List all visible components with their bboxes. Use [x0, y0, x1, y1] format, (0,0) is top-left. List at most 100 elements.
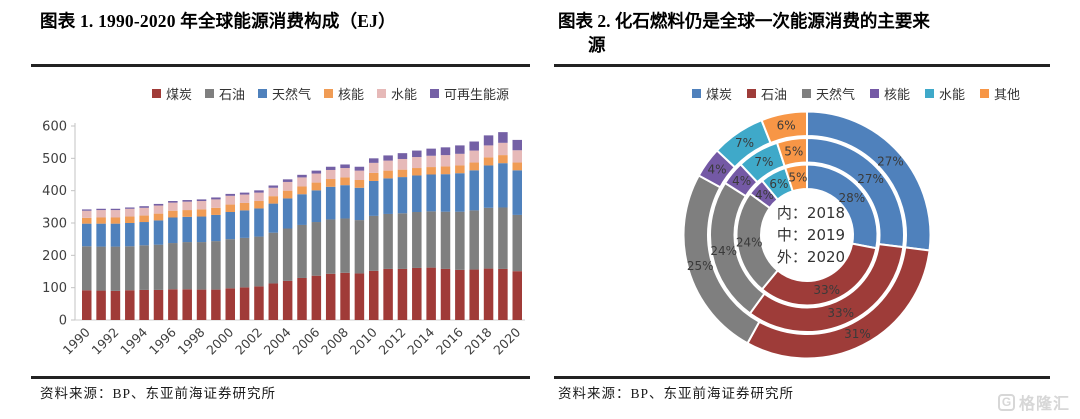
bar-segment-天然气 — [412, 175, 422, 213]
donut-percent-label: 4% — [707, 163, 726, 177]
bar-segment-水能 — [325, 169, 336, 180]
bar-segment-天然气 — [369, 180, 379, 216]
bar-segment-天然气 — [153, 220, 164, 245]
bar-segment-石油 — [498, 207, 508, 269]
bar-segment-石油 — [225, 239, 235, 289]
bar-segment-核能 — [483, 157, 494, 166]
y-tick-label: 0 — [59, 314, 67, 329]
hydro-swatch-icon — [925, 89, 935, 98]
legend-item-gas: 天然气 — [257, 84, 311, 103]
bar-segment-石油 — [82, 246, 92, 291]
bar-segment-水能 — [369, 162, 379, 173]
bar-segment-煤炭 — [125, 290, 135, 320]
x-tick-label: 2016 — [433, 324, 466, 357]
bar-segment-可再生能源 — [268, 185, 279, 188]
bar-segment-可再生能源 — [354, 166, 365, 171]
bar-segment-煤炭 — [282, 280, 293, 320]
x-tick-label: 1992 — [88, 325, 121, 358]
bar-segment-煤炭 — [211, 289, 221, 320]
x-tick-label: 2020 — [490, 324, 523, 357]
bar-segment-水能 — [426, 155, 436, 168]
donut-percent-label: 27% — [857, 172, 884, 186]
bar-segment-水能 — [440, 155, 451, 167]
bar-segment-天然气 — [426, 174, 436, 212]
bar-segment-可再生能源 — [153, 203, 164, 206]
bar-segment-煤炭 — [340, 272, 350, 320]
oil-swatch-icon — [204, 89, 214, 98]
stacked-bar-chart: 0100200300400500600199019921994199619982… — [42, 120, 525, 358]
bar-segment-煤炭 — [239, 287, 250, 320]
bar-segment-核能 — [354, 179, 365, 188]
bar-segment-天然气 — [469, 170, 479, 211]
nuclear-swatch-icon — [324, 89, 333, 98]
donut-percent-label: 5% — [788, 170, 807, 184]
bar-segment-石油 — [168, 243, 178, 290]
bar-segment-可再生能源 — [110, 208, 121, 211]
bar-segment-核能 — [268, 196, 279, 204]
bar-segment-石油 — [383, 213, 393, 269]
bar-segment-水能 — [211, 199, 221, 208]
bar-segment-核能 — [182, 210, 192, 217]
donut-percent-label: 24% — [736, 235, 763, 249]
bar-segment-核能 — [153, 213, 164, 221]
bar-segment-煤炭 — [254, 286, 264, 320]
bar-segment-核能 — [455, 165, 465, 174]
figure1-title: 图表 1. 1990-2020 年全球能源消费构成（EJ） — [40, 11, 396, 31]
bar-segment-水能 — [268, 187, 279, 197]
bar-segment-石油 — [110, 246, 121, 291]
legend-label: 水能 — [391, 87, 418, 102]
bar-segment-水能 — [412, 157, 422, 169]
y-tick-label: 500 — [42, 152, 67, 167]
bar-segment-煤炭 — [498, 268, 508, 320]
bar-segment-煤炭 — [354, 273, 365, 320]
figure2-legend: 煤炭 石油 天然气 核能 水能 其他 — [554, 84, 1080, 103]
bar-segment-石油 — [369, 215, 379, 271]
figure1-title-rule — [31, 64, 530, 67]
gelonghui-g-icon: G — [997, 393, 1015, 411]
bar-segment-石油 — [239, 237, 250, 288]
donut-segment-其他-2019 — [775, 136, 808, 168]
bar-segment-煤炭 — [110, 290, 121, 320]
figure1-source: 资料来源：BP、东亚前海证券研究所 — [40, 386, 277, 401]
bar-segment-天然气 — [498, 163, 508, 208]
donut-segment-其他-2020 — [760, 110, 808, 145]
gas-swatch-icon — [801, 89, 811, 98]
bar-segment-核能 — [498, 155, 508, 164]
donut-percent-label: 33% — [813, 283, 840, 297]
donut-center-label: 外：2020 — [777, 248, 845, 266]
legend-item-gas: 天然气 — [801, 84, 855, 103]
nuclear-swatch-icon — [870, 89, 879, 98]
gas-swatch-icon — [257, 89, 267, 98]
bar-segment-煤炭 — [196, 289, 207, 320]
legend-label: 煤炭 — [705, 87, 732, 102]
figure2-footer-rule — [554, 376, 1050, 379]
legend-label: 水能 — [939, 87, 966, 102]
donut-percent-label: 27% — [877, 154, 904, 168]
bar-segment-石油 — [354, 220, 365, 274]
bar-segment-可再生能源 — [82, 209, 92, 211]
legend-item-oil: 石油 — [746, 84, 787, 103]
bar-segment-天然气 — [455, 173, 465, 212]
hydro-swatch-icon — [377, 89, 387, 98]
bar-segment-石油 — [469, 210, 479, 270]
x-tick-label: 2014 — [404, 324, 437, 357]
bar-segment-石油 — [297, 224, 307, 278]
bar-segment-可再生能源 — [125, 207, 135, 209]
bar-segment-可再生能源 — [211, 197, 221, 200]
bar-segment-天然气 — [282, 198, 293, 229]
donut-percent-label: 4% — [755, 188, 774, 202]
bar-segment-水能 — [282, 181, 293, 191]
legend-label: 天然气 — [271, 87, 311, 102]
bar-segment-核能 — [139, 215, 149, 223]
bar-segment-核能 — [412, 168, 422, 176]
renewables-swatch-icon — [430, 89, 440, 98]
bar-segment-煤炭 — [297, 277, 307, 320]
bar-segment-核能 — [110, 217, 121, 224]
bar-segment-核能 — [512, 162, 522, 171]
bar-segment-水能 — [239, 194, 250, 203]
gelonghui-logo-text: 格隆汇 — [1018, 396, 1070, 413]
legend-item-hydro: 水能 — [377, 84, 417, 103]
bar-segment-水能 — [455, 153, 465, 166]
bar-segment-水能 — [469, 150, 479, 163]
bar-segment-煤炭 — [96, 290, 106, 320]
